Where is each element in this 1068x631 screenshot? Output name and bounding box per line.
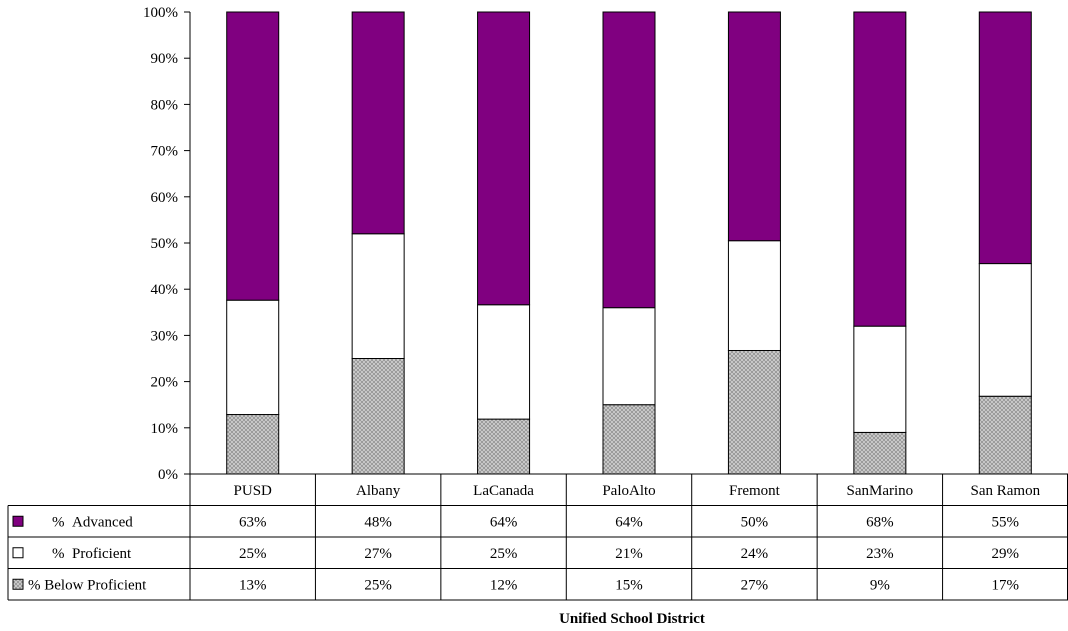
bar-segment-sanmarino-1 xyxy=(853,325,907,433)
y-tick-label: 10% xyxy=(151,421,179,437)
x-axis-label: Unified School District xyxy=(559,611,705,627)
legend-swatch xyxy=(12,547,24,559)
data-label: 9% xyxy=(870,577,890,593)
category-label: Albany xyxy=(356,483,401,499)
category-label: LaCanada xyxy=(473,483,534,499)
data-label: 13% xyxy=(239,577,267,593)
bar-segment-san-ramon-0 xyxy=(978,395,1032,475)
bar-segment-lacanada-2 xyxy=(477,11,531,306)
y-tick-label: 30% xyxy=(151,328,179,344)
bar-segment-fremont-0 xyxy=(727,349,781,475)
bar-segment-paloalto-2 xyxy=(602,11,656,309)
y-tick-label: 100% xyxy=(143,5,178,21)
data-label: 27% xyxy=(741,577,769,593)
data-label: 24% xyxy=(741,546,769,562)
data-label: 29% xyxy=(992,546,1020,562)
data-table: PUSD Albany LaCanada PaloAlto Fremont SanMari… xyxy=(7,473,1068,601)
y-tick-label: 20% xyxy=(151,375,179,391)
y-tick-label: 80% xyxy=(151,97,179,113)
bar-segment-pusd-0 xyxy=(226,414,280,475)
data-label: 21% xyxy=(615,546,643,562)
bar-segment-pusd-1 xyxy=(226,299,280,416)
y-tick-label: 50% xyxy=(151,236,179,252)
category-label: PaloAlto xyxy=(602,483,655,499)
category-label: PUSD xyxy=(234,483,273,499)
y-tick-label: 0% xyxy=(158,467,178,483)
bar-segment-paloalto-0 xyxy=(602,404,656,475)
bar-segment-sanmarino-2 xyxy=(853,11,907,327)
data-label: 23% xyxy=(866,546,894,562)
category-label: SanMarino xyxy=(847,483,914,499)
bars xyxy=(226,11,1032,475)
data-label: 50% xyxy=(741,514,769,530)
bar-segment-paloalto-1 xyxy=(602,307,656,406)
data-label: 48% xyxy=(364,514,392,530)
category-label: Fremont xyxy=(729,483,781,499)
bar-segment-san-ramon-2 xyxy=(978,11,1032,265)
bar-segment-lacanada-0 xyxy=(477,418,531,475)
legend-label: % Below Proficient xyxy=(28,577,147,593)
bar-segment-albany-2 xyxy=(351,11,405,235)
legend-swatch xyxy=(12,578,24,590)
data-label: 15% xyxy=(615,577,643,593)
y-axis: 0% 10% 20% 30% 40% 50% 60% 70% 80% 90% 100% xyxy=(143,5,191,483)
legend-label: % Advanced xyxy=(52,514,133,530)
data-label: 68% xyxy=(866,514,894,530)
data-label: 25% xyxy=(490,546,518,562)
legend-swatch xyxy=(12,515,24,527)
bar-segment-san-ramon-1 xyxy=(978,263,1032,397)
legend-label: % Proficient xyxy=(52,546,132,562)
data-label: 64% xyxy=(615,514,643,530)
bar-segment-albany-1 xyxy=(351,233,405,359)
y-tick-label: 90% xyxy=(151,51,179,67)
y-tick-label: 40% xyxy=(151,282,179,298)
bar-segment-lacanada-1 xyxy=(477,304,531,420)
data-label: 25% xyxy=(239,546,267,562)
y-tick-label: 70% xyxy=(151,144,179,160)
bar-segment-pusd-2 xyxy=(226,11,280,301)
category-label: San Ramon xyxy=(970,483,1040,499)
data-label: 27% xyxy=(364,546,392,562)
data-label: 64% xyxy=(490,514,518,530)
bar-segment-albany-0 xyxy=(351,358,405,475)
data-label: 17% xyxy=(992,577,1020,593)
data-label: 12% xyxy=(490,577,518,593)
bar-segment-fremont-1 xyxy=(727,240,781,351)
data-label: 25% xyxy=(364,577,392,593)
data-label: 63% xyxy=(239,514,267,530)
data-label: 55% xyxy=(992,514,1020,530)
bar-segment-sanmarino-0 xyxy=(853,431,907,475)
bar-segment-fremont-2 xyxy=(727,11,781,242)
y-tick-label: 60% xyxy=(151,190,179,206)
